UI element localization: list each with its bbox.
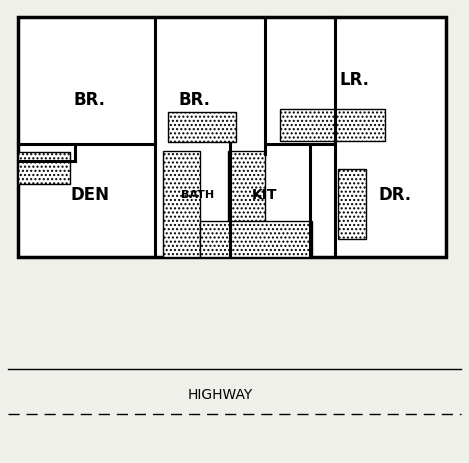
Text: BATH: BATH [182, 189, 214, 200]
Text: LR.: LR. [340, 71, 370, 89]
Bar [228, 152, 265, 257]
Text: BR.: BR. [179, 91, 211, 109]
Text: BR.: BR. [74, 91, 106, 109]
Bar [280, 110, 385, 142]
Bar [338, 169, 366, 239]
Bar [18, 18, 446, 257]
Text: DR.: DR. [378, 186, 412, 204]
Bar [163, 152, 200, 257]
Text: HIGHWAY: HIGHWAY [188, 387, 253, 401]
Bar [200, 221, 312, 257]
Bar [18, 153, 70, 185]
Bar [168, 113, 236, 143]
Text: DEN: DEN [70, 186, 109, 204]
Text: KIT: KIT [252, 188, 278, 201]
